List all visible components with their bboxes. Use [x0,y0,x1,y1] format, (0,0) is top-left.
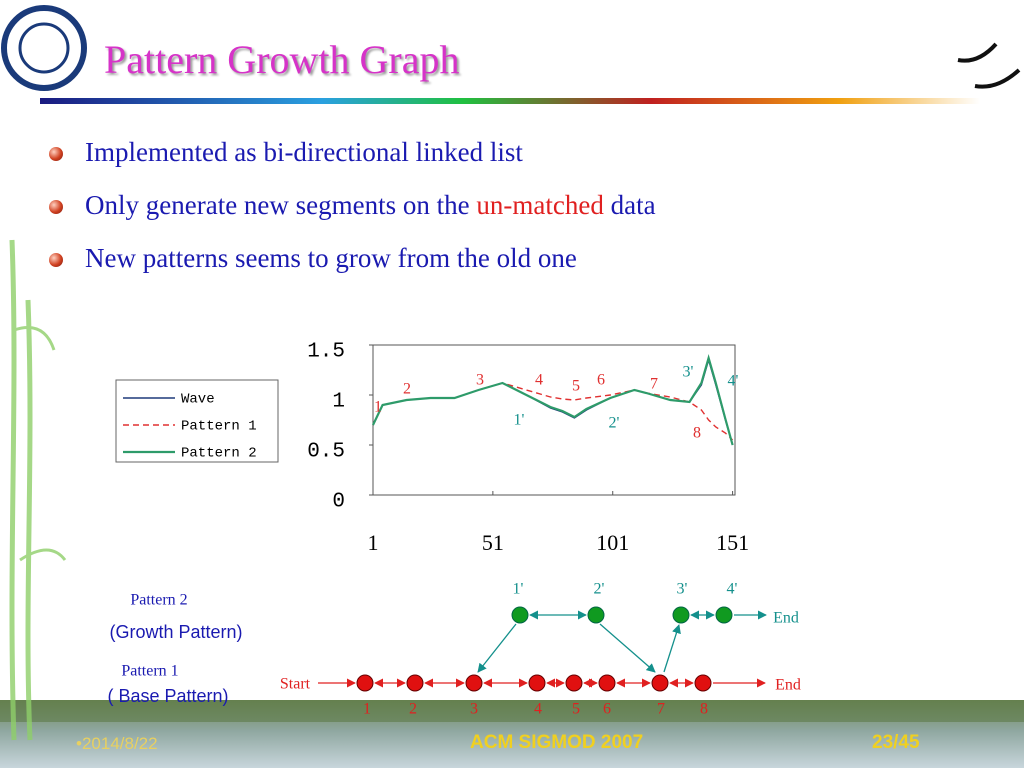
chart-annotation: 8 [693,425,701,442]
chart-annotation: 7 [650,376,658,393]
node-label: 8 [700,701,708,718]
node-label: 2 [409,701,417,718]
series-line [372,382,734,441]
node [511,606,529,624]
footer-page: 23/45 [872,732,920,753]
series-line [372,354,734,446]
chart-annotation: 3 [476,372,484,389]
node-label: 4 [534,701,542,718]
chart-annotation: 6 [597,372,605,389]
bullet-text: New patterns seems to grow from the old … [85,243,577,273]
growth-nodes [511,606,733,624]
node [465,674,483,692]
footer-conference: ACM SIGMOD 2007 [470,732,644,753]
start-label: Start [280,676,311,693]
node-label: 7 [657,701,665,718]
node [565,674,583,692]
y-tick-label: 1.5 [307,341,345,364]
node [356,674,374,692]
color-rule [40,98,980,104]
y-tick-label: 0.5 [307,441,345,464]
x-tick-label: 1 [368,530,379,555]
bullet-dot [49,253,63,267]
bullet-dot [49,147,63,161]
node [587,606,605,624]
logo [1,5,87,91]
legend-label: Pattern 2 [181,446,257,462]
chart-annotation: 1' [514,412,525,429]
legend-label: Pattern 1 [181,419,257,435]
chart-annotation: 2' [609,415,620,432]
chart-annotation: 4' [728,373,739,390]
chart-annotation: 4 [535,372,543,389]
bullet-text: Only generate new segments on the [85,190,470,220]
chart-annotation: 5 [572,378,580,395]
link [663,624,681,673]
end-label: End [775,677,801,694]
legend-label: Wave [181,392,215,408]
node-label: 3' [677,581,688,598]
node-label: 4' [727,581,738,598]
growth-links [477,610,767,673]
tree-line [0,700,1024,722]
plot-frame [372,344,736,496]
link [477,623,517,673]
bullet: New patterns seems to grow from the old … [49,243,577,274]
y-tick-label: 0 [332,491,345,514]
end-label: End [773,610,799,627]
chart-annotation: 2 [403,381,411,398]
legend-box [115,379,279,463]
bamboo [9,239,67,741]
node [672,606,690,624]
diagram-sublabels: (Growth Pattern) ( Base Pattern) [107,622,242,706]
chart-annotation: 1 [374,399,382,416]
pattern-sublabel: ( Base Pattern) [107,686,228,706]
x-tick-label: 101 [596,530,629,555]
footer-date-text: 2014/8/22 [81,734,158,753]
chart-annotation: 3' [683,364,694,381]
node [598,674,616,692]
link [599,623,656,673]
node [651,674,669,692]
node [528,674,546,692]
node-label: 6 [603,701,611,718]
node [694,674,712,692]
node [715,606,733,624]
y-tick-label: 1 [332,391,345,414]
x-tick-label: 151 [716,530,749,555]
slide-title: Pattern Growth Graph [104,37,460,82]
bullet: Implemented as bi-directional linked lis… [49,137,523,168]
logo-ring [18,22,70,74]
x-tick-label: 51 [482,530,504,555]
pattern-label: Pattern 1 [121,663,178,680]
base-nodes [356,674,712,692]
node-label: 1 [363,701,371,718]
diagram-labels: 1 2 3 4 5 6 7 8 1' 2' 3' 4' Start End En… [121,581,801,718]
bullet-highlight: un-matched [476,190,604,220]
node-label: 1' [513,581,524,598]
node [406,674,424,692]
bullet-text: Implemented as bi-directional linked lis… [85,137,523,167]
bullet-text: data [610,190,656,220]
pattern-label: Pattern 2 [130,592,187,609]
bullet-dot [49,200,63,214]
pattern-sublabel: (Growth Pattern) [109,622,242,642]
bullet: Only generate new segments on the un-mat… [49,190,656,221]
footer-date: •2014/8/22 [76,734,158,753]
node-label: 2' [594,581,605,598]
series-line [372,357,734,446]
node-label: 5 [572,701,580,718]
node-label: 3 [470,701,478,718]
birds [957,42,1021,89]
